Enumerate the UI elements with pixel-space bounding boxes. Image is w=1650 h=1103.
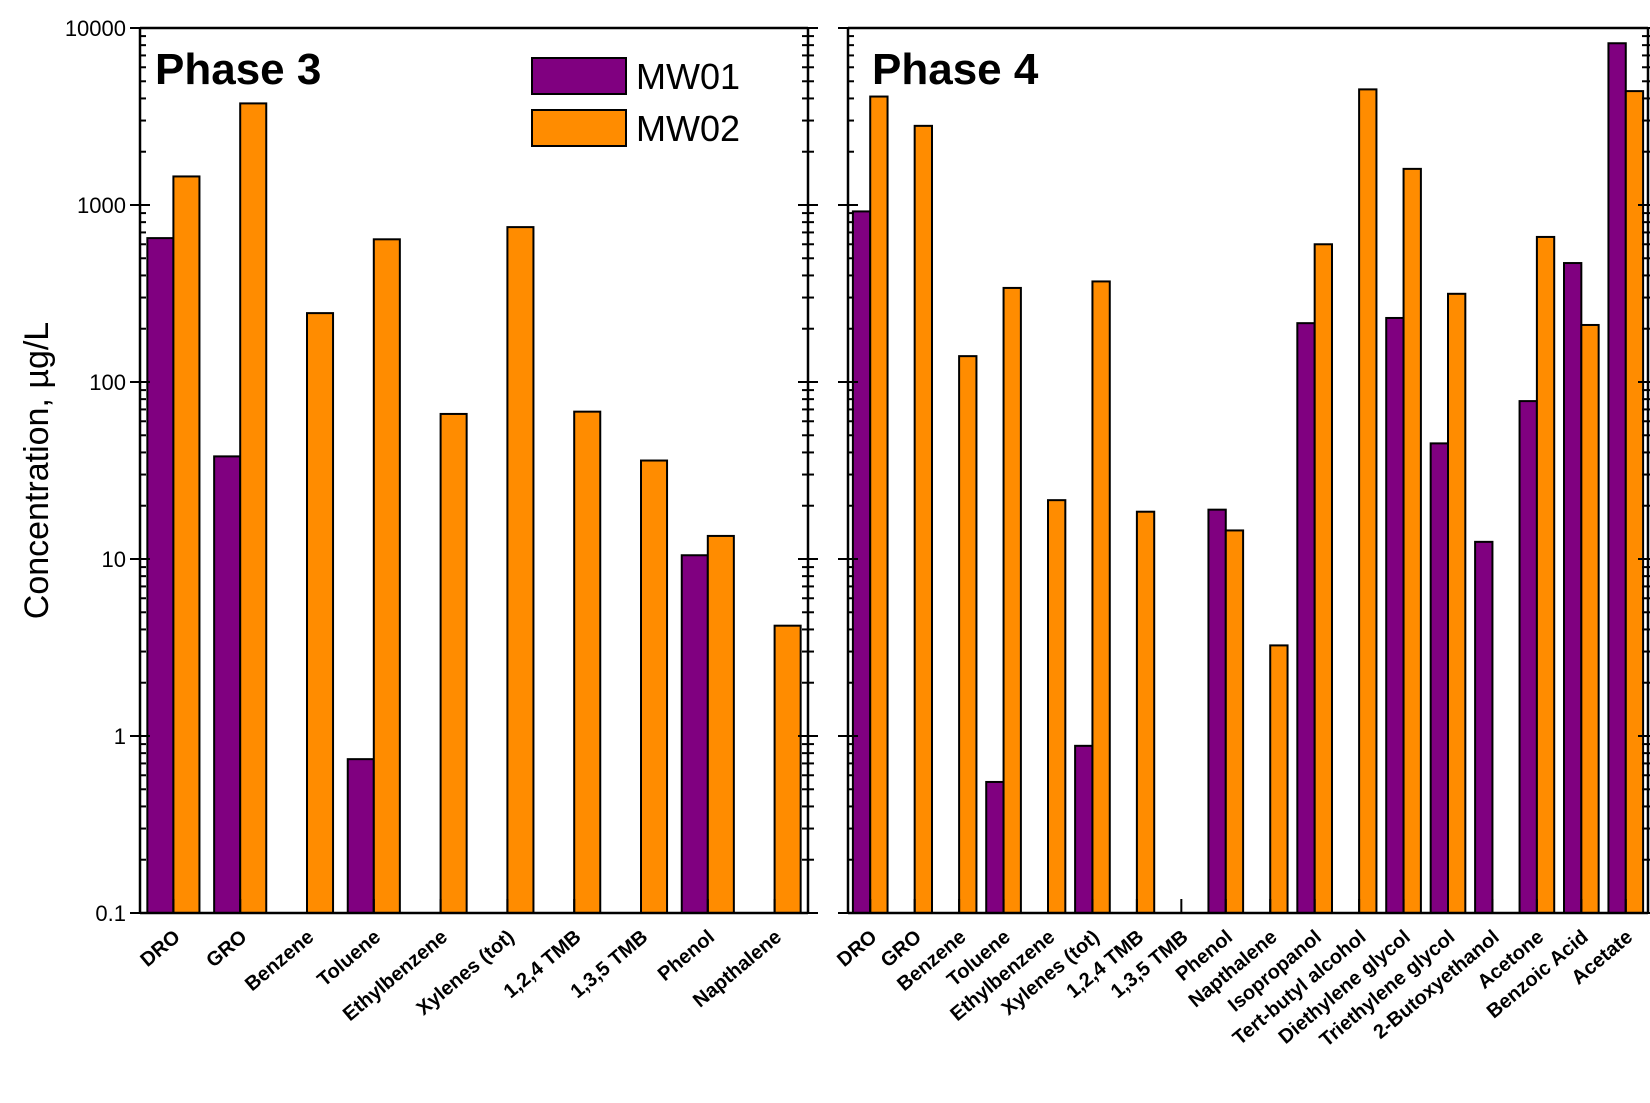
legend-swatch-mw02 — [531, 109, 627, 147]
bar-mw02-napthalene — [1269, 644, 1289, 915]
bar-mw02-1-2-4-tmb — [573, 410, 602, 914]
bar-mw01-phenol — [680, 554, 709, 914]
bar-mw02-triethylene-glycol — [1447, 292, 1467, 914]
bar-mw02-tert-butyl-alcohol — [1358, 88, 1378, 914]
y-axis-label: Concentration, µg/L — [18, 322, 56, 619]
bar-mw02-acetone — [1535, 235, 1556, 914]
bar-mw02-napthalene — [773, 624, 802, 914]
bar-mw02-benzene — [306, 312, 335, 914]
chart-panel-2: DROGROBenzeneTolueneEthylbenzeneXylenes … — [833, 26, 1650, 1051]
bar-mw01-phenol — [1207, 508, 1227, 914]
y-tick-label: 10000 — [65, 16, 126, 41]
panel-title: Phase 3 — [155, 45, 321, 94]
bar-mw02-xylenes-tot- — [506, 226, 535, 915]
bar-mw02-dro — [172, 175, 201, 914]
bar-mw02-ethylbenzene — [1047, 499, 1067, 914]
bar-mw02-benzoic-acid — [1580, 323, 1600, 915]
y-tick-label: 1 — [114, 724, 126, 749]
legend-label-mw01: MW01 — [636, 56, 740, 97]
bar-mw02-gro — [913, 124, 933, 915]
legend-label-mw02: MW02 — [636, 108, 740, 149]
panel-title: Phase 4 — [872, 45, 1039, 94]
bar-mw02-ethylbenzene — [439, 412, 468, 914]
bar-mw01-acetone — [1518, 400, 1538, 914]
bar-mw02-dro — [869, 95, 889, 915]
bar-mw02-acetate — [1624, 90, 1645, 915]
x-category-label: Benzene — [241, 926, 318, 996]
y-tick-label: 100 — [89, 370, 126, 395]
legend-swatch-mw01 — [531, 57, 627, 95]
x-category-label: DRO — [136, 926, 184, 971]
bar-mw01-toluene — [985, 780, 1005, 915]
bar-mw01-isopropanol — [1296, 322, 1316, 915]
bar-mw01-toluene — [346, 758, 375, 915]
bar-mw01-triethylene-glycol — [1429, 442, 1450, 914]
bar-mw02-toluene — [1002, 286, 1022, 914]
bar-mw02-gro — [239, 102, 268, 914]
x-category-label: Phenol — [654, 926, 719, 986]
x-category-label: GRO — [202, 926, 251, 972]
bar-mw02-1-3-5-tmb — [640, 459, 669, 914]
bar-mw02-benzene — [958, 355, 978, 914]
bar-mw01-dro — [851, 210, 872, 915]
bar-mw02-diethylene-glycol — [1402, 167, 1422, 914]
bar-mw02-xylenes-tot- — [1091, 280, 1111, 914]
bar-mw01-gro — [213, 455, 242, 914]
bar-mw02-toluene — [372, 238, 401, 914]
bar-mw01-dro — [146, 237, 175, 915]
bar-mw02-1-2-4-tmb — [1135, 510, 1156, 914]
bar-mw01-2-butoxyethanol — [1474, 540, 1494, 914]
y-tick-label: 1000 — [77, 193, 126, 218]
bar-mw01-xylenes-tot- — [1074, 744, 1094, 915]
bar-mw02-isopropanol — [1313, 243, 1334, 914]
y-tick-label: 0.1 — [95, 901, 126, 926]
bar-mw02-phenol — [1224, 529, 1245, 914]
bar-mw01-diethylene-glycol — [1385, 316, 1405, 915]
bar-mw02-phenol — [706, 534, 735, 914]
y-tick-label: 10 — [102, 547, 126, 572]
x-category-label: DRO — [833, 926, 881, 971]
bar-mw01-benzoic-acid — [1563, 262, 1583, 915]
bar-mw01-acetate — [1607, 42, 1627, 914]
